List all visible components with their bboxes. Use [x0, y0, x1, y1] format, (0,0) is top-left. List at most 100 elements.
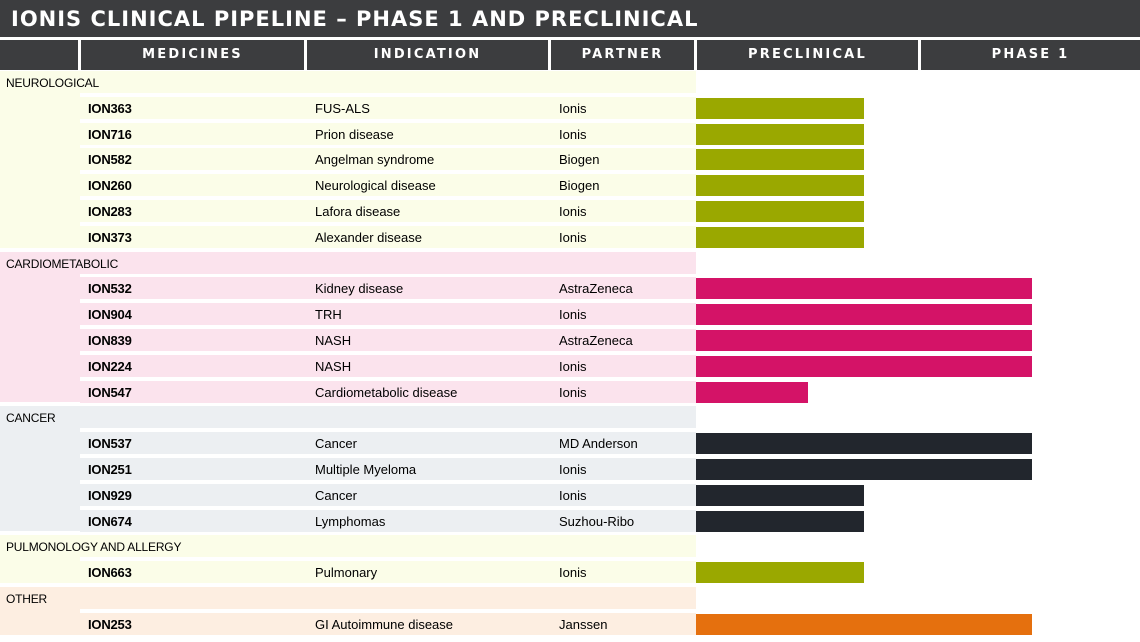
- progress-bar: [696, 201, 864, 222]
- progress-bar: [696, 613, 1032, 635]
- row-spacer: [0, 479, 80, 506]
- medicine-name: ION363: [88, 100, 132, 116]
- progress-bar: [696, 278, 1032, 300]
- header-partner: PARTNER: [551, 40, 694, 70]
- partner-name: Ionis: [559, 126, 587, 142]
- partner-name: Ionis: [559, 487, 587, 503]
- row-spacer: [0, 325, 80, 351]
- progress-bar: [696, 149, 864, 171]
- partner-name: Biogen: [559, 152, 600, 168]
- indication-text: Pulmonary: [315, 565, 378, 581]
- indication-text: Cancer: [315, 487, 357, 503]
- row-spacer: [0, 428, 80, 454]
- partner-name: Ionis: [559, 358, 587, 374]
- medicine-name: ION839: [88, 333, 132, 348]
- partner-name: Ionis: [559, 384, 587, 400]
- partner-name: MD Anderson: [559, 436, 638, 452]
- medicine-name: ION253: [88, 616, 132, 632]
- category-label: PULMONOLOGY AND ALLERGY: [6, 540, 182, 555]
- indication-text: Prion disease: [315, 126, 394, 142]
- row-spacer: [0, 170, 80, 196]
- progress-bar: [696, 304, 1032, 326]
- indication-text: Cardiometabolic disease: [315, 384, 458, 400]
- medicine-name: ION537: [88, 436, 132, 452]
- progress-bar: [696, 510, 864, 532]
- table-row: [80, 354, 696, 377]
- medicine-name: ION251: [88, 462, 132, 477]
- header-phase1: PHASE 1: [921, 40, 1140, 70]
- partner-name: Ionis: [559, 229, 587, 245]
- table-row: [80, 303, 696, 326]
- category-label: CANCER: [6, 411, 56, 426]
- indication-text: Lymphomas: [315, 513, 386, 529]
- indication-text: Multiple Myeloma: [315, 462, 417, 477]
- row-spacer: [0, 608, 80, 635]
- category-row: [0, 406, 696, 429]
- progress-bar: [696, 97, 864, 119]
- progress-bar: [696, 459, 1032, 480]
- header-indication: INDICATION: [307, 40, 548, 70]
- progress-bar: [696, 562, 864, 584]
- progress-bar: [696, 175, 864, 197]
- progress-bar: [696, 123, 864, 145]
- header-medicines: MEDICINES: [81, 40, 304, 70]
- partner-name: Ionis: [559, 462, 587, 477]
- row-spacer: [0, 454, 80, 480]
- table-row: [80, 509, 696, 532]
- row-spacer: [0, 350, 80, 377]
- table-row: [80, 96, 696, 119]
- category-row: [0, 251, 696, 274]
- indication-text: NASH: [315, 333, 352, 348]
- medicine-name: ION904: [88, 307, 132, 323]
- indication-text: TRH: [315, 307, 342, 323]
- progress-bar: [696, 330, 1032, 351]
- partner-name: Biogen: [559, 178, 600, 194]
- medicine-name: ION373: [88, 229, 132, 245]
- table-row: [80, 380, 696, 403]
- medicine-name: ION929: [88, 487, 132, 503]
- page-title: IONIS CLINICAL PIPELINE – PHASE 1 AND PR…: [0, 0, 1140, 37]
- row-spacer: [0, 118, 80, 145]
- row-spacer: [0, 505, 80, 532]
- table-row: [80, 225, 696, 248]
- row-spacer: [0, 144, 80, 171]
- table-row: [80, 122, 696, 145]
- partner-name: Ionis: [559, 307, 587, 323]
- partner-name: AstraZeneca: [559, 281, 633, 297]
- partner-name: Ionis: [559, 565, 587, 581]
- category-row: [0, 587, 696, 609]
- header-blank: [0, 40, 78, 70]
- table-header: MEDICINES INDICATION PARTNER PRECLINICAL…: [0, 40, 1140, 70]
- indication-text: FUS-ALS: [315, 100, 370, 116]
- table-row: [80, 612, 696, 635]
- category-label: NEUROLOGICAL: [6, 76, 99, 90]
- header-preclinical: PRECLINICAL: [697, 40, 918, 70]
- indication-text: NASH: [315, 358, 352, 374]
- category-label: OTHER: [6, 592, 48, 606]
- indication-text: Alexander disease: [315, 229, 422, 245]
- progress-bar: [696, 381, 808, 403]
- category-label: CARDIOMETABOLIC: [6, 256, 119, 271]
- progress-bar: [696, 226, 864, 248]
- table-row: [80, 277, 696, 300]
- progress-bar: [696, 484, 864, 506]
- partner-name: Janssen: [559, 616, 608, 632]
- table-row: [80, 329, 696, 351]
- category-row: [0, 535, 696, 558]
- row-spacer: [0, 196, 80, 222]
- indication-text: Kidney disease: [315, 281, 404, 297]
- medicine-name: ION716: [88, 126, 132, 142]
- table-row: [80, 561, 696, 584]
- partner-name: Suzhou-Ribo: [559, 513, 635, 529]
- progress-bar: [696, 355, 1032, 377]
- medicine-name: ION283: [88, 204, 132, 219]
- row-spacer: [0, 92, 80, 119]
- indication-text: Neurological disease: [315, 178, 436, 194]
- medicine-name: ION547: [88, 384, 132, 400]
- table-row: [80, 200, 696, 222]
- medicine-name: ION674: [88, 513, 132, 529]
- row-spacer: [0, 221, 80, 248]
- category-row: [0, 71, 696, 93]
- table-row: [80, 174, 696, 197]
